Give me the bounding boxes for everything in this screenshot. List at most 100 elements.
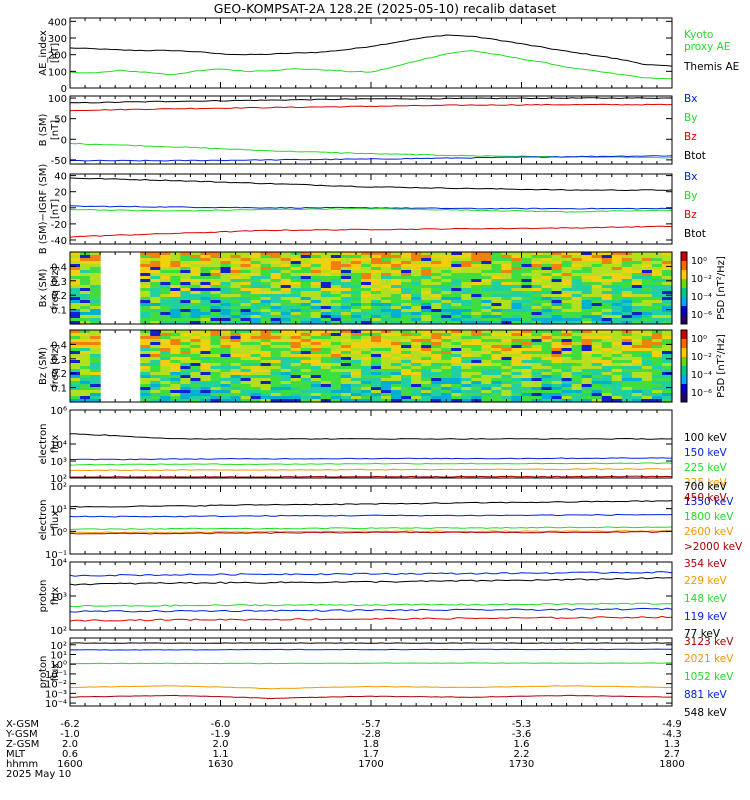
spectrogram-cell — [551, 345, 563, 349]
spectrogram-cell — [421, 279, 432, 283]
spectrogram-cell — [230, 381, 242, 385]
spectrogram-cell — [80, 381, 91, 385]
spectrogram-cell — [270, 366, 282, 370]
y-axis-label: [nT] — [50, 199, 61, 219]
spectrogram-cell — [80, 339, 91, 343]
spectrogram-cell — [270, 342, 282, 346]
spectrogram-cell — [371, 339, 382, 343]
spectrogram-cell — [511, 300, 523, 304]
spectrogram-cell — [80, 360, 91, 364]
spectrogram-cell — [330, 348, 342, 352]
spectrogram-cell — [240, 354, 252, 358]
spectrogram-cell — [651, 363, 663, 367]
spectrogram-cell — [90, 369, 101, 373]
spectrogram-cell — [551, 270, 563, 274]
spectrogram-cell — [551, 315, 563, 319]
spectrogram-cell — [381, 270, 392, 274]
spectrogram-cell — [270, 378, 282, 382]
spectrogram-cell — [621, 291, 633, 295]
spectrogram-cell — [541, 342, 553, 346]
spectrogram-cell — [230, 303, 242, 307]
spectrogram-cell — [290, 318, 302, 322]
spectrogram-cell — [521, 363, 533, 367]
spectrogram-cell — [340, 306, 352, 310]
colorbar-segment — [681, 357, 687, 367]
spectrogram-cell — [581, 366, 593, 370]
spectrogram-cell — [621, 312, 633, 316]
spectrogram-cell — [651, 255, 663, 259]
spectrogram-cell — [300, 336, 312, 340]
spectrogram-cell — [190, 369, 202, 373]
spectrogram-cell — [451, 384, 462, 388]
spectrogram-cell — [661, 369, 673, 373]
spectrogram-cell — [80, 255, 91, 259]
spectrogram-cell — [150, 312, 161, 316]
spectrogram-cell — [250, 333, 262, 337]
spectrogram-cell — [661, 372, 673, 376]
spectrogram-cell — [330, 270, 342, 274]
spectrogram-cell — [601, 300, 613, 304]
spectrogram-cell — [280, 291, 292, 295]
spectrogram-cell — [401, 276, 412, 280]
spectrogram-cell — [641, 291, 653, 295]
spectrogram-cell — [661, 348, 673, 352]
spectrogram-cell — [561, 285, 573, 289]
spectrogram-cell — [391, 321, 402, 325]
legend-entry: Themis AE — [683, 61, 739, 73]
colorbar-tick-label: 10⁻² — [691, 274, 712, 285]
spectrogram-cell — [451, 288, 462, 292]
legend-entry: 700 keV — [684, 481, 728, 493]
spectrogram-cell — [481, 264, 492, 268]
spectrogram-cell — [180, 372, 191, 376]
ephemeris-value: 1.8 — [363, 739, 379, 750]
spectrogram-cell — [190, 258, 202, 262]
spectrogram-cell — [491, 360, 503, 364]
spectrogram-cell — [200, 279, 212, 283]
spectrogram-cell — [381, 372, 392, 376]
spectrogram-cell — [541, 396, 553, 400]
colorbar-segment — [681, 297, 687, 307]
spectrogram-cell — [661, 318, 673, 322]
spectrogram-cell — [551, 393, 563, 397]
y-tick-label: 0.4 — [51, 262, 67, 273]
spectrogram-cell — [461, 333, 472, 337]
spectrogram-cell — [401, 390, 412, 394]
spectrogram-cell — [421, 294, 432, 298]
spectrogram-cell — [551, 330, 563, 334]
spectrogram-cell — [391, 366, 402, 370]
spectrogram-cell — [451, 381, 462, 385]
spectrogram-cell — [200, 294, 212, 298]
spectrogram-cell — [591, 363, 603, 367]
spectrogram-cell — [170, 288, 181, 292]
spectrogram-cell — [641, 354, 653, 358]
spectrogram-cell — [591, 369, 603, 373]
spectrogram-cell — [521, 258, 533, 262]
spectrogram-cell — [651, 312, 663, 316]
spectrogram-cell — [300, 291, 312, 295]
spectrogram-cell — [591, 393, 603, 397]
spectrogram-cell — [70, 264, 81, 268]
spectrogram-cell — [180, 333, 191, 337]
spectrogram-cell — [511, 330, 523, 334]
spectrogram-cell — [431, 276, 442, 280]
spectrogram-cell — [561, 270, 573, 274]
spectrogram-cell — [591, 333, 603, 337]
spectrogram-cell — [501, 357, 513, 361]
spectrogram-cell — [360, 372, 372, 376]
spectrogram-cell — [150, 348, 161, 352]
spectrogram-cell — [501, 270, 513, 274]
spectrogram-cell — [340, 375, 352, 379]
spectrogram-cell — [350, 369, 362, 373]
spectrogram-cell — [401, 399, 412, 403]
spectrogram-cell — [561, 291, 573, 295]
spectrogram-cell — [411, 288, 422, 292]
spectrogram-cell — [290, 357, 302, 361]
spectrogram-cell — [280, 258, 292, 262]
spectrogram-cell — [611, 345, 623, 349]
spectrogram-cell — [300, 282, 312, 286]
spectrogram-cell — [310, 312, 322, 316]
spectrogram-cell — [371, 291, 382, 295]
spectrogram-cell — [280, 276, 292, 280]
spectrogram-cell — [250, 270, 262, 274]
spectrogram-cell — [441, 294, 452, 298]
